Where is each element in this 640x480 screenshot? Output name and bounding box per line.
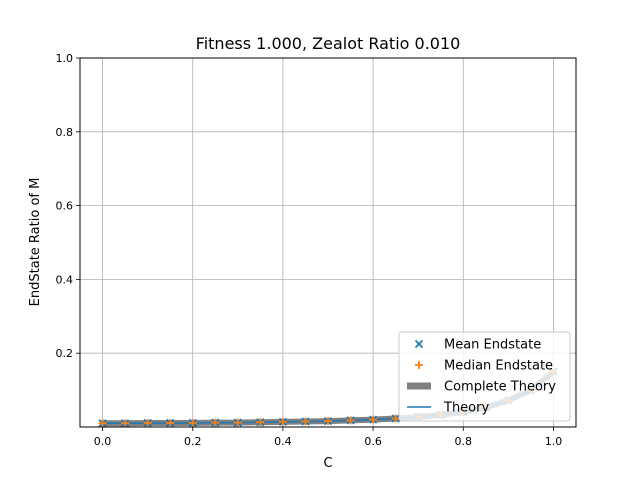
y-tick-label: 0.4 — [56, 273, 74, 286]
legend-label: Median Endstate — [444, 359, 553, 374]
median-endstate-point — [278, 417, 287, 426]
legend-mean-marker — [414, 339, 424, 349]
median-endstate-point — [324, 417, 332, 426]
x-tick-label: 0.8 — [455, 435, 473, 448]
legend-label: Theory — [443, 401, 489, 416]
median-endstate-point — [346, 416, 355, 425]
x-tick-label: 0.6 — [364, 435, 382, 448]
y-tick-label: 0.2 — [56, 347, 74, 360]
x-axis-label: C — [323, 456, 332, 471]
x-tick-label: 0.0 — [94, 435, 112, 448]
median-endstate-point — [301, 417, 310, 426]
median-endstate-point — [211, 418, 220, 427]
legend-label: Mean Endstate — [444, 338, 541, 353]
median-endstate-point — [391, 414, 400, 423]
median-endstate-point — [98, 419, 107, 428]
median-endstate-point — [166, 418, 175, 427]
median-endstate-point — [121, 419, 130, 428]
axes-frame — [79, 57, 577, 428]
x-tick-label: 0.2 — [184, 435, 202, 448]
median-endstate-point — [369, 415, 378, 424]
legend-median-marker — [415, 361, 423, 369]
y-tick-label: 0.8 — [56, 126, 74, 139]
median-endstate-point — [143, 418, 152, 427]
axis-ticks: 0.0 0.2 0.4 0.6 0.8 1.0 0.2 0.4 0.6 0.8 1.0 — [56, 52, 563, 448]
x-tick-label: 1.0 — [545, 435, 563, 448]
median-endstate-point — [188, 418, 197, 427]
y-tick-label: 1.0 — [56, 52, 74, 65]
x-tick-label: 0.4 — [274, 435, 292, 448]
median-endstate-point — [233, 418, 242, 427]
legend: Mean Endstate Median Endstate Complete The… — [398, 331, 571, 422]
legend-label: Complete Theory — [444, 380, 556, 395]
legend-box — [398, 331, 571, 422]
marker-stroke — [414, 339, 424, 349]
chart-title: Fitness 1.000, Zealot Ratio 0.010 — [196, 34, 461, 53]
y-axis-label: EndState Ratio of M — [28, 178, 43, 307]
median-endstate-point — [256, 418, 265, 427]
y-tick-label: 0.6 — [56, 200, 74, 213]
